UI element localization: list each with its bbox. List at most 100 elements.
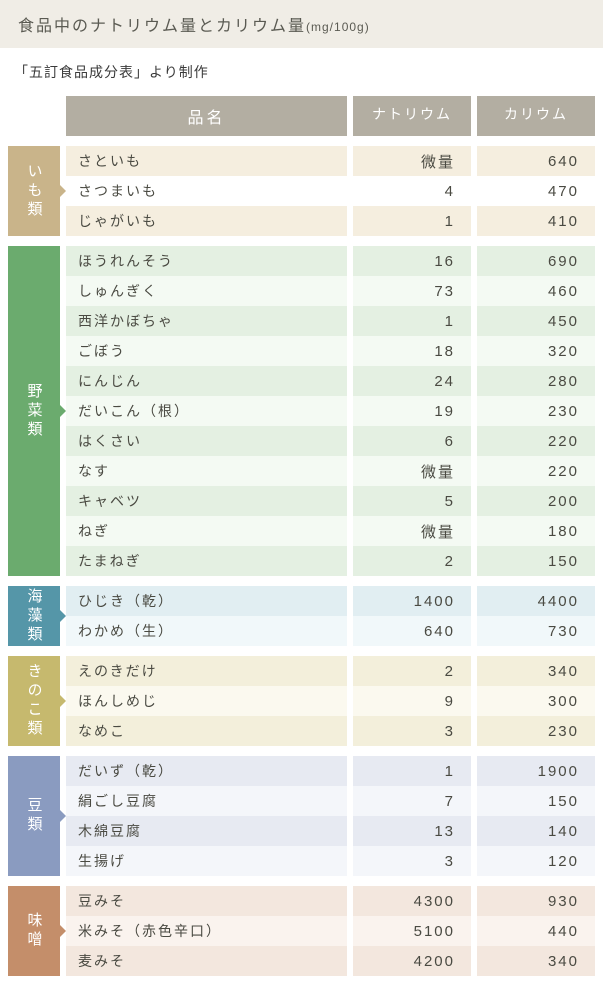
cell-potassium: 340 xyxy=(477,656,595,686)
cell-potassium: 150 xyxy=(477,546,595,576)
cell-potassium: 640 xyxy=(477,146,595,176)
table-row: なめこ3230 xyxy=(66,716,595,746)
cell-potassium: 140 xyxy=(477,816,595,846)
table-row: だいず（乾）11900 xyxy=(66,756,595,786)
category-section: 海藻類ひじき（乾）14004400わかめ（生）640730 xyxy=(8,586,595,646)
header-name: 品名 xyxy=(66,96,347,136)
table-row: 木綿豆腐13140 xyxy=(66,816,595,846)
category-label: 海藻類 xyxy=(8,586,60,646)
cell-potassium: 690 xyxy=(477,246,595,276)
cell-name: 生揚げ xyxy=(66,846,347,876)
cell-sodium: 4 xyxy=(353,176,471,206)
cell-potassium: 410 xyxy=(477,206,595,236)
cell-sodium: 3 xyxy=(353,716,471,746)
header-potassium: カリウム xyxy=(477,96,595,136)
table-row: たまねぎ2150 xyxy=(66,546,595,576)
table-row: 豆みそ4300930 xyxy=(66,886,595,916)
rows-container: ほうれんそう16690しゅんぎく73460西洋かぼちゃ1450ごぼう18320に… xyxy=(66,246,595,576)
category-label: 野菜類 xyxy=(8,246,60,576)
rows-container: えのきだけ2340ほんしめじ9300なめこ3230 xyxy=(66,656,595,746)
category-section: いも類さといも微量640さつまいも4470じゃがいも1410 xyxy=(8,146,595,236)
table-row: なす微量220 xyxy=(66,456,595,486)
cell-potassium: 440 xyxy=(477,916,595,946)
cell-potassium: 120 xyxy=(477,846,595,876)
table-row: さつまいも4470 xyxy=(66,176,595,206)
cell-sodium: 73 xyxy=(353,276,471,306)
table-row: はくさい6220 xyxy=(66,426,595,456)
cell-sodium: 7 xyxy=(353,786,471,816)
header-spacer xyxy=(8,96,60,136)
category-section: 野菜類ほうれんそう16690しゅんぎく73460西洋かぼちゃ1450ごぼう183… xyxy=(8,246,595,576)
cell-name: だいず（乾） xyxy=(66,756,347,786)
cell-sodium: 微量 xyxy=(353,146,471,176)
table-row: 生揚げ3120 xyxy=(66,846,595,876)
cell-name: 木綿豆腐 xyxy=(66,816,347,846)
rows-container: だいず（乾）11900絹ごし豆腐7150木綿豆腐13140生揚げ3120 xyxy=(66,756,595,876)
table-row: ほうれんそう16690 xyxy=(66,246,595,276)
cell-name: キャベツ xyxy=(66,486,347,516)
cell-name: わかめ（生） xyxy=(66,616,347,646)
cell-name: さつまいも xyxy=(66,176,347,206)
cell-name: にんじん xyxy=(66,366,347,396)
table-row: ほんしめじ9300 xyxy=(66,686,595,716)
cell-name: えのきだけ xyxy=(66,656,347,686)
cell-potassium: 230 xyxy=(477,396,595,426)
cell-name: さといも xyxy=(66,146,347,176)
cell-sodium: 1400 xyxy=(353,586,471,616)
table-row: 米みそ（赤色辛口）5100440 xyxy=(66,916,595,946)
cell-name: 西洋かぼちゃ xyxy=(66,306,347,336)
category-label: 味噌 xyxy=(8,886,60,976)
cell-sodium: 微量 xyxy=(353,516,471,546)
rows-container: ひじき（乾）14004400わかめ（生）640730 xyxy=(66,586,595,646)
cell-sodium: 13 xyxy=(353,816,471,846)
cell-potassium: 4400 xyxy=(477,586,595,616)
cell-sodium: 16 xyxy=(353,246,471,276)
cell-sodium: 6 xyxy=(353,426,471,456)
category-label: 豆類 xyxy=(8,756,60,876)
cell-name: なめこ xyxy=(66,716,347,746)
cell-potassium: 340 xyxy=(477,946,595,976)
table-row: にんじん24280 xyxy=(66,366,595,396)
cell-name: たまねぎ xyxy=(66,546,347,576)
cell-name: 米みそ（赤色辛口） xyxy=(66,916,347,946)
cell-sodium: 640 xyxy=(353,616,471,646)
cell-potassium: 320 xyxy=(477,336,595,366)
cell-sodium: 9 xyxy=(353,686,471,716)
cell-name: なす xyxy=(66,456,347,486)
table-row: 絹ごし豆腐7150 xyxy=(66,786,595,816)
title-unit: (mg/100g) xyxy=(306,20,370,34)
cell-potassium: 200 xyxy=(477,486,595,516)
cell-sodium: 5 xyxy=(353,486,471,516)
rows-container: 豆みそ4300930米みそ（赤色辛口）5100440麦みそ4200340 xyxy=(66,886,595,976)
table-row: 麦みそ4200340 xyxy=(66,946,595,976)
rows-container: さといも微量640さつまいも4470じゃがいも1410 xyxy=(66,146,595,236)
table-row: えのきだけ2340 xyxy=(66,656,595,686)
table-row: ひじき（乾）14004400 xyxy=(66,586,595,616)
cell-name: 豆みそ xyxy=(66,886,347,916)
cell-potassium: 220 xyxy=(477,426,595,456)
cell-potassium: 280 xyxy=(477,366,595,396)
cell-potassium: 220 xyxy=(477,456,595,486)
cell-name: 絹ごし豆腐 xyxy=(66,786,347,816)
cell-potassium: 1900 xyxy=(477,756,595,786)
cell-sodium: 1 xyxy=(353,756,471,786)
category-label: いも類 xyxy=(8,146,60,236)
cell-potassium: 730 xyxy=(477,616,595,646)
sections-container: いも類さといも微量640さつまいも4470じゃがいも1410野菜類ほうれんそう1… xyxy=(0,146,603,976)
header-row: 品名 ナトリウム カリウム xyxy=(8,96,595,136)
cell-sodium: 1 xyxy=(353,206,471,236)
table-row: じゃがいも1410 xyxy=(66,206,595,236)
table-row: 西洋かぼちゃ1450 xyxy=(66,306,595,336)
cell-sodium: 2 xyxy=(353,546,471,576)
table-row: しゅんぎく73460 xyxy=(66,276,595,306)
cell-sodium: 4300 xyxy=(353,886,471,916)
nutrition-table: 食品中のナトリウム量とカリウム量(mg/100g) 「五訂食品成分表」より制作 … xyxy=(0,0,603,976)
cell-potassium: 300 xyxy=(477,686,595,716)
cell-sodium: 18 xyxy=(353,336,471,366)
cell-name: ごぼう xyxy=(66,336,347,366)
cell-sodium: 1 xyxy=(353,306,471,336)
header-sodium: ナトリウム xyxy=(353,96,471,136)
category-section: きのこ類えのきだけ2340ほんしめじ9300なめこ3230 xyxy=(8,656,595,746)
table-row: さといも微量640 xyxy=(66,146,595,176)
table-row: ねぎ微量180 xyxy=(66,516,595,546)
